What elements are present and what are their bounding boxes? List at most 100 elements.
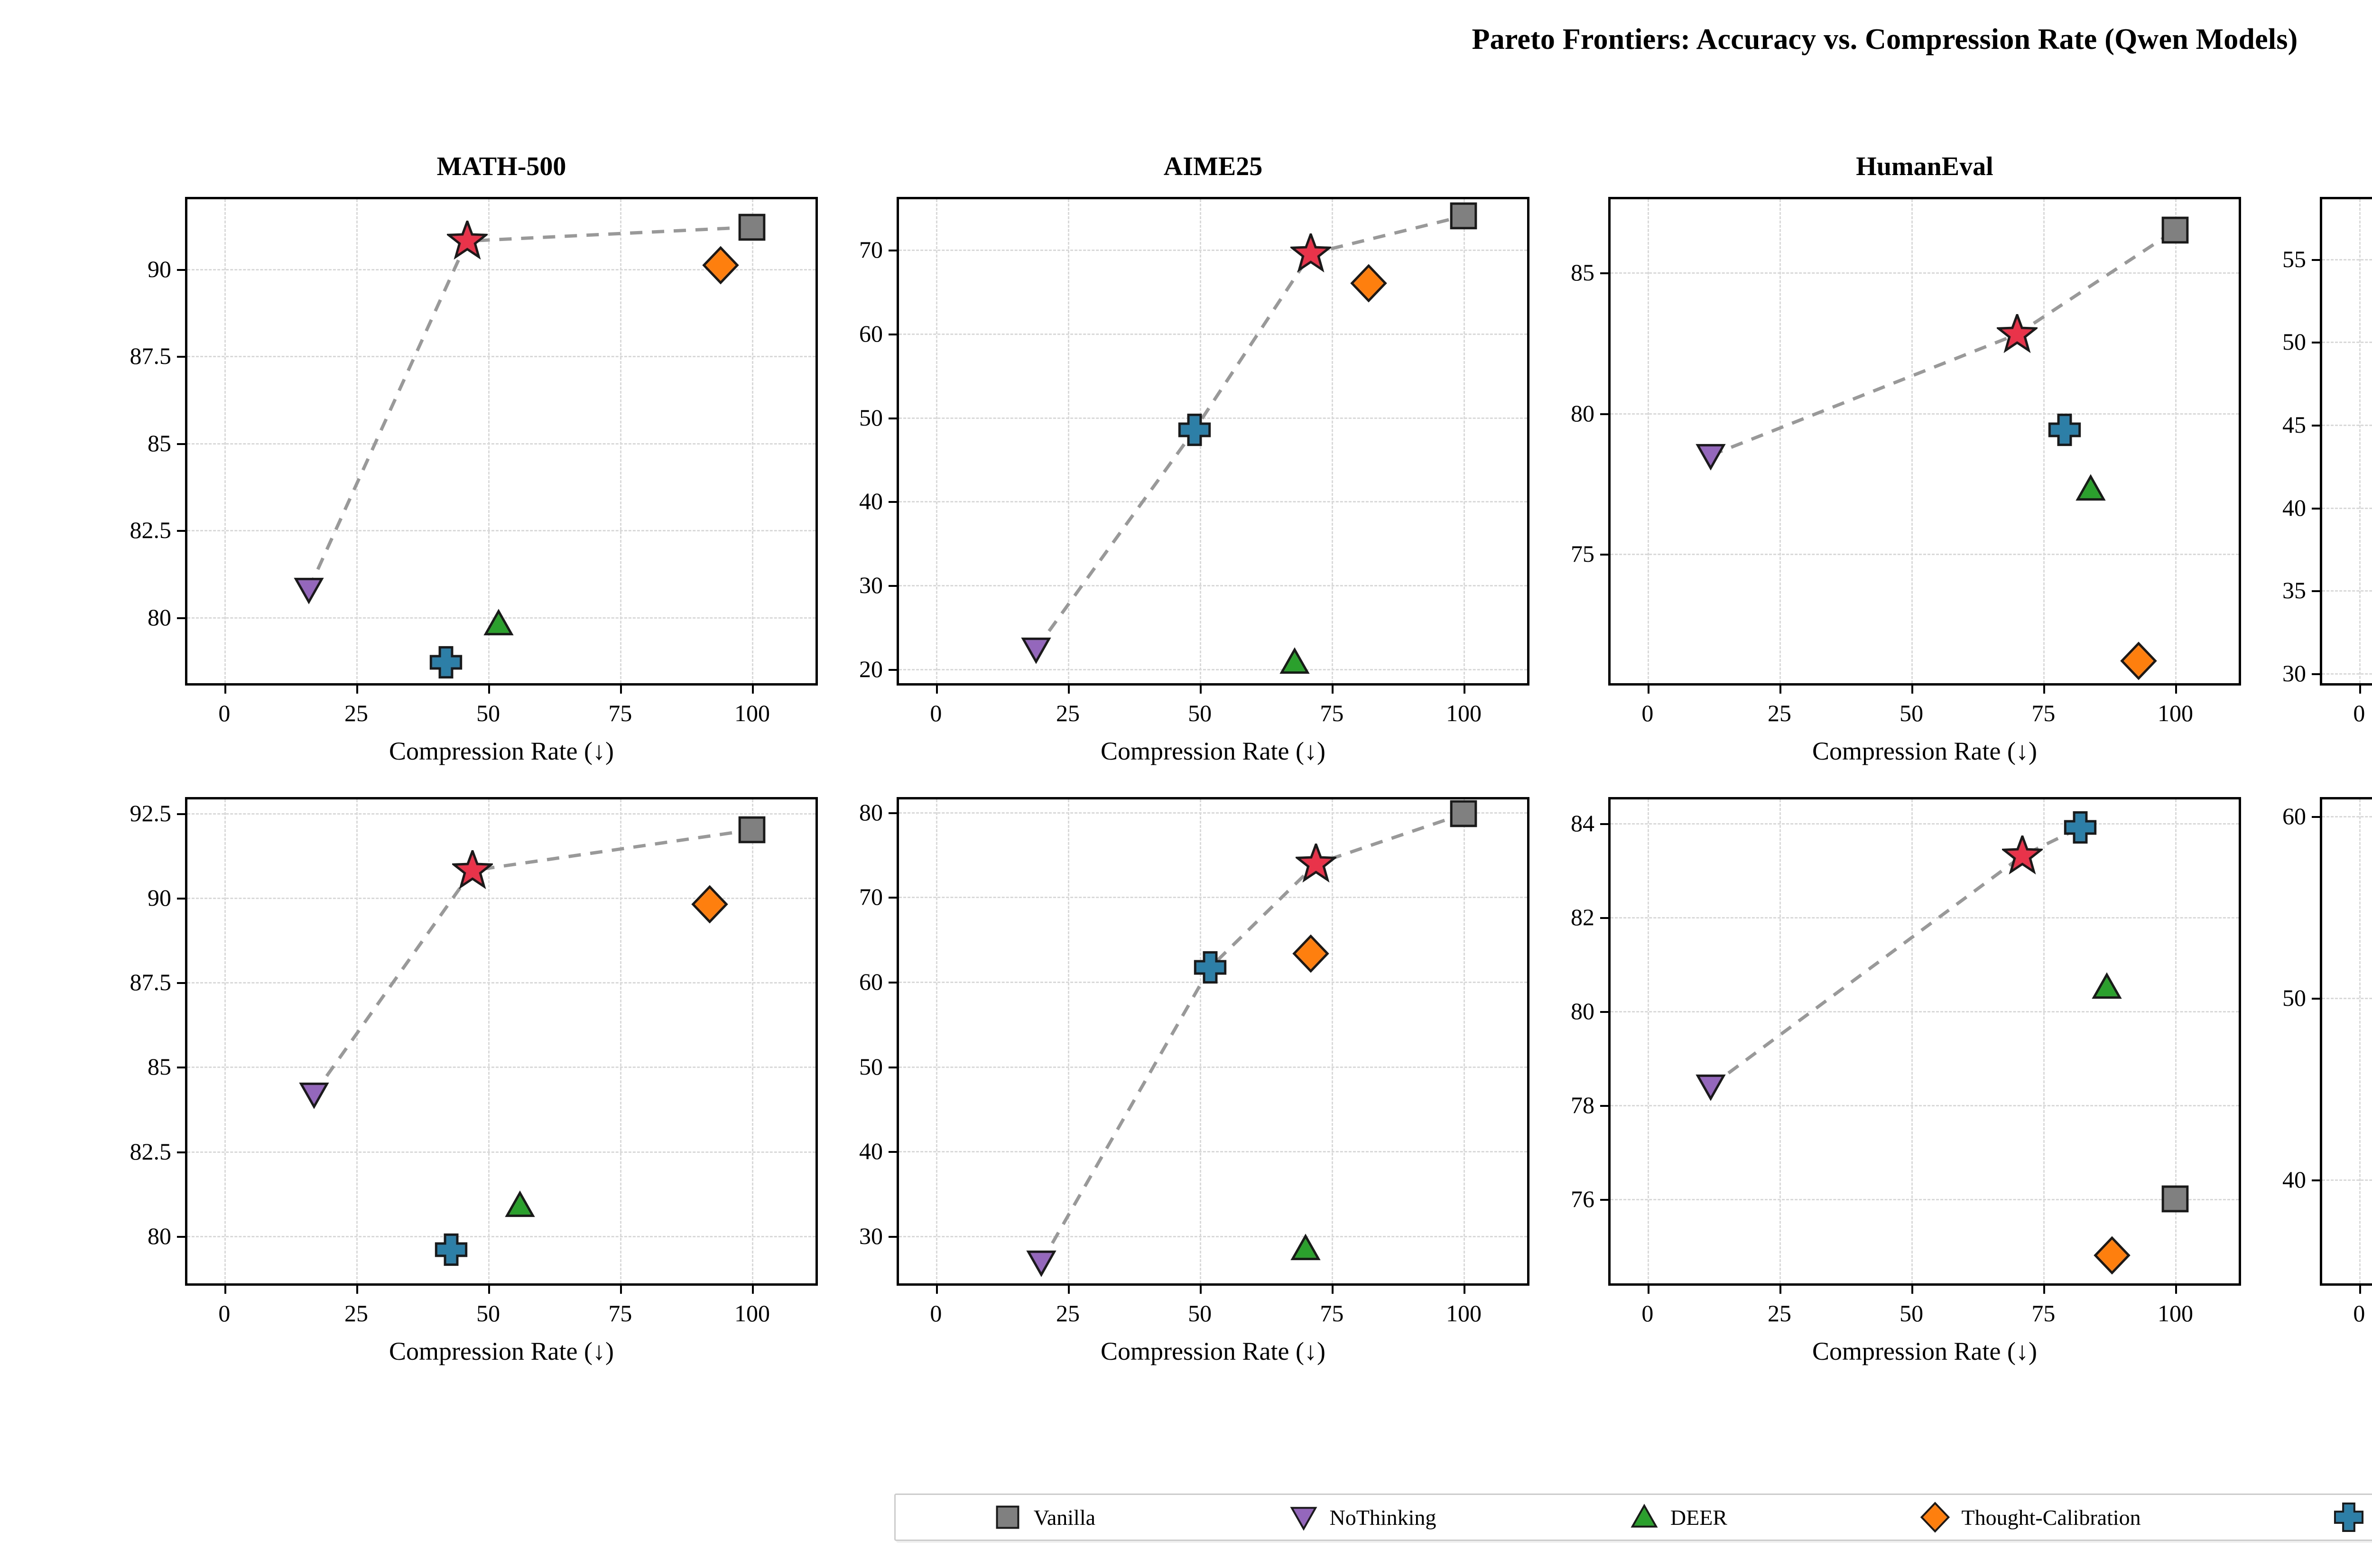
y-tick-label: 80 [148, 1223, 171, 1250]
y-tick [177, 443, 187, 445]
x-tick-label: 50 [1899, 700, 1924, 726]
y-tick-label: 70 [859, 883, 883, 910]
y-tick [177, 813, 187, 815]
y-tick [889, 250, 899, 252]
y-tick-label: 30 [859, 1222, 883, 1249]
data-point-vanilla [1445, 198, 1482, 234]
plot-area [899, 199, 1527, 683]
data-point-vanilla [2157, 1181, 2193, 1217]
gridline-vertical [936, 799, 937, 1283]
x-tick [2175, 1283, 2177, 1294]
gridline-horizontal [2322, 259, 2372, 260]
data-point-vanilla [1445, 796, 1482, 832]
x-tick [1464, 1283, 1466, 1294]
legend-item-dynasor[interactable]: Dynasor [2330, 1502, 2372, 1533]
plot-area [1611, 799, 2239, 1283]
y-tick [177, 1151, 187, 1153]
plot-axes: 0 25 50 75 100 20 30 40 50 60 70 Compression Rate (… [859, 197, 1529, 765]
y-tick [2312, 816, 2322, 818]
y-tick [1600, 272, 1611, 275]
y-tick [1600, 1011, 1611, 1013]
legend-item-deer[interactable]: DEER [1626, 1502, 1730, 1533]
data-point-thought-calibration [2093, 1236, 2131, 1275]
y-tick [1600, 1104, 1611, 1107]
legend-item-thought-calibration[interactable]: Thought-Calibration [1917, 1502, 2143, 1533]
x-axis-label: Compression Rate (↓) [2322, 1336, 2372, 1366]
x-tick-label: 25 [344, 700, 369, 726]
subplot-gpqa-r0: GPQA0255075100303540455055Compression Ra… [2282, 197, 2372, 726]
y-tick [2312, 1179, 2322, 1182]
data-point-nothinking [292, 572, 326, 606]
x-tick-label: 100 [1445, 700, 1482, 726]
y-tick [889, 982, 899, 984]
data-point-nothinking [1694, 438, 1728, 473]
x-tick [936, 683, 938, 694]
x-tick-label: 50 [476, 700, 500, 726]
gridline-horizontal [1611, 413, 2239, 415]
y-tick [2312, 673, 2322, 676]
x-tick-label: 0 [2353, 1300, 2365, 1327]
plot-area [2322, 199, 2372, 683]
y-tick-label: 87.5 [130, 343, 172, 370]
x-tick [1332, 683, 1334, 694]
plot-axes: 0255075100405060Compression Rate (↓) [2282, 797, 2372, 1327]
gridline-horizontal [899, 333, 1527, 335]
y-tick-label: 30 [859, 572, 883, 599]
plot-axes: 0 25 50 75 100 80 82.5 85 87.5 90 92.5 Compression … [130, 797, 818, 1365]
plot-axes: 0 25 50 75 100 75 80 85 Compression Rate (↓) [1571, 197, 2241, 765]
legend: Vanilla NoThinking DEER Thought-Calibration… [894, 1494, 2372, 1541]
x-tick [1647, 1283, 1649, 1294]
triangle-up-marker-icon [1629, 1502, 1660, 1533]
y-tick [889, 333, 899, 335]
y-tick-label: 60 [2282, 802, 2306, 829]
x-tick-label: 50 [476, 1300, 500, 1327]
data-point-deer [2090, 970, 2124, 1004]
plot-axes: 0 25 50 75 100 76 78 80 82 84 Compression Rate (↓) [1571, 797, 2241, 1365]
x-tick-label: 75 [608, 1300, 632, 1327]
y-tick-label: 80 [1571, 399, 1594, 427]
y-tick [177, 356, 187, 358]
y-tick [889, 812, 899, 814]
gridline-vertical [2359, 799, 2361, 1283]
y-tick [2312, 342, 2322, 344]
subplot-title: AIME25 [1163, 152, 1263, 181]
subplot-qwen3-14b-r1: 0 25 50 75 100 76 78 80 82 84 Compression Rate (↓) [1571, 797, 2241, 1365]
x-axis-label: Compression Rate (↓) [1101, 1337, 1325, 1365]
legend-item-vanilla[interactable]: Vanilla [989, 1502, 1098, 1533]
y-tick [1600, 413, 1611, 415]
gridline-horizontal [899, 250, 1527, 251]
pareto-frontier-line [313, 828, 753, 1095]
data-point-terminator [2000, 833, 2044, 876]
gridline-vertical [2043, 799, 2045, 1283]
x-tick [1200, 683, 1202, 694]
gridline-vertical [1200, 799, 1202, 1283]
legend-item-nothinking[interactable]: NoThinking [1285, 1502, 1439, 1533]
x-tick [620, 1283, 622, 1294]
subplot-title: HumanEval [1856, 152, 1993, 181]
x-tick-label: 50 [1899, 1300, 1924, 1327]
plot-area [899, 799, 1527, 1283]
data-point-thought-calibration [1349, 264, 1388, 303]
gridline-vertical [356, 799, 358, 1283]
gridline-horizontal [187, 813, 815, 815]
gridline-horizontal [187, 443, 815, 445]
y-tick-label: 78 [1571, 1091, 1594, 1118]
gridline-horizontal [2322, 1179, 2372, 1181]
data-point-nothinking [1024, 1245, 1058, 1279]
gridline-vertical [1779, 799, 1781, 1283]
x-tick [224, 683, 226, 694]
gridline-horizontal [899, 812, 1527, 814]
y-tick-label: 50 [2282, 984, 2306, 1011]
data-point-vanilla [2157, 212, 2193, 248]
gridline-horizontal [2322, 425, 2372, 427]
x-tick-label: 0 [2353, 700, 2365, 726]
y-tick-label: 70 [859, 236, 883, 263]
y-tick-label: 60 [859, 320, 883, 347]
y-tick-label: 75 [1571, 540, 1594, 567]
x-tick-label: 100 [734, 1300, 770, 1327]
data-point-vanilla [734, 812, 770, 848]
x-tick [2043, 1283, 2046, 1294]
data-point-dynasor [434, 1233, 468, 1267]
y-tick [177, 1236, 187, 1238]
